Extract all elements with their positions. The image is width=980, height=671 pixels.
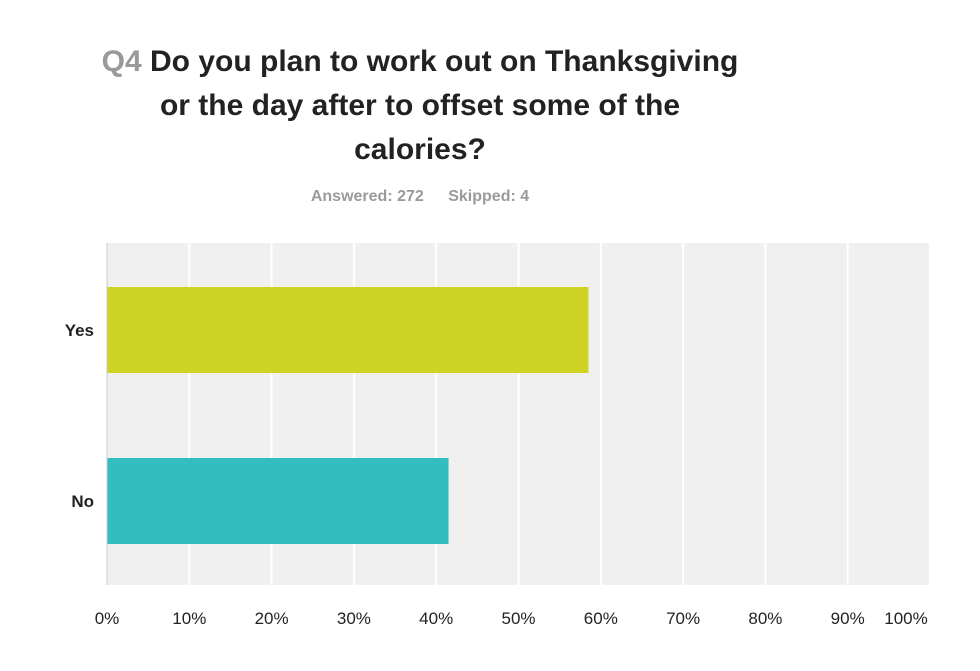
x-tick-labels: 0% 10% 20% 30% 40% 50% 60% 70% 80% 90% 100% — [95, 609, 928, 628]
x-tick-label: 90% — [831, 609, 865, 628]
bar-yes — [107, 287, 589, 373]
answered-count: Answered: 272 — [310, 188, 424, 205]
x-tick-label: 50% — [501, 609, 535, 628]
bars — [107, 287, 589, 544]
x-tick-label: 30% — [337, 609, 371, 628]
x-tick-label: 0% — [95, 609, 120, 628]
x-tick-label: 80% — [748, 609, 782, 628]
category-labels: Yes No — [65, 321, 94, 511]
category-label-no: No — [71, 492, 94, 511]
bar-no — [107, 458, 449, 544]
skipped-count: Skipped: 4 — [448, 188, 530, 205]
question-text: Do you plan to work out on Thanksgiving … — [150, 45, 739, 166]
x-tick-label: 100% — [884, 609, 927, 628]
x-tick-label: 20% — [255, 609, 289, 628]
chart-title: Q4 Do you plan to work out on Thanksgivi… — [90, 40, 750, 172]
x-tick-label: 70% — [666, 609, 700, 628]
question-number: Q4 — [101, 45, 142, 78]
response-stats: Answered: 272 Skipped: 4 — [90, 188, 750, 206]
x-tick-label: 10% — [172, 609, 206, 628]
x-tick-label: 60% — [584, 609, 618, 628]
x-tick-label: 40% — [419, 609, 453, 628]
category-label-yes: Yes — [65, 321, 94, 340]
